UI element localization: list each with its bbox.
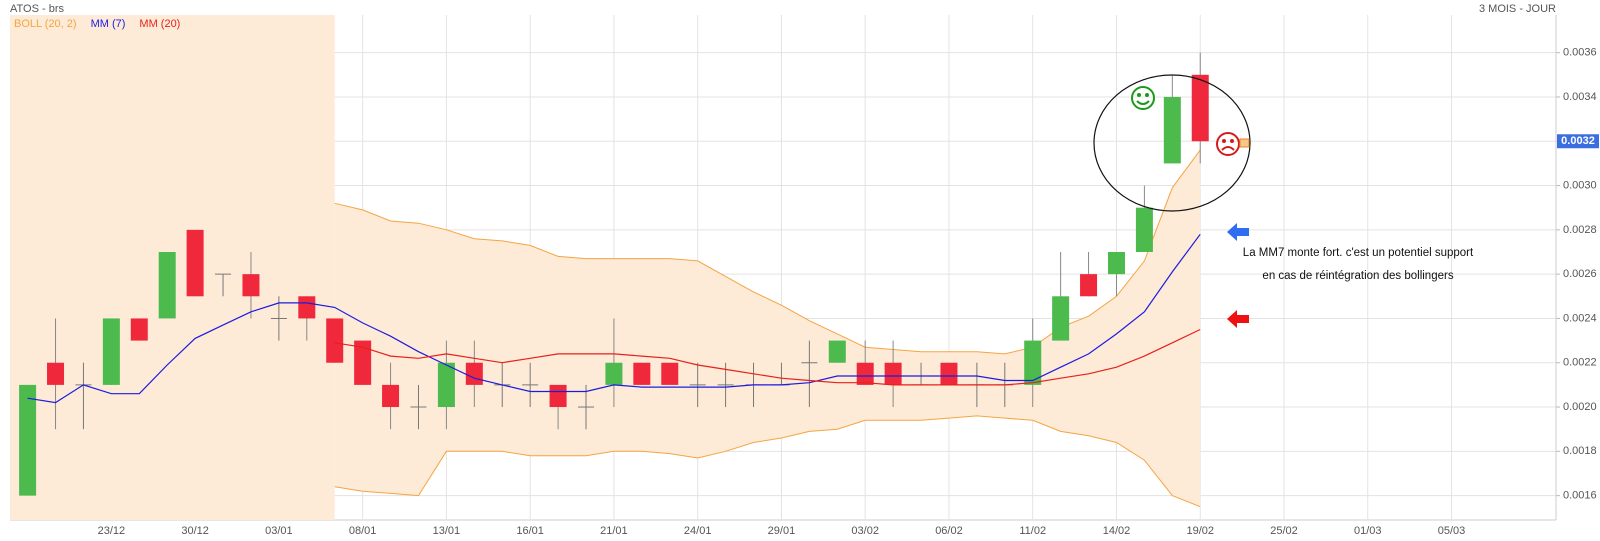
x-tick-label: 03/01 xyxy=(265,525,293,537)
legend-entry: MM (7) xyxy=(91,18,126,30)
y-tick-label: 0.0030 xyxy=(1563,179,1597,191)
x-tick-label: 06/02 xyxy=(935,525,963,537)
candle-body xyxy=(856,362,874,385)
y-tick-label: 0.0016 xyxy=(1563,490,1597,502)
x-tick-label: 05/03 xyxy=(1438,525,1466,537)
chart-title: ATOS - brs xyxy=(10,3,64,15)
x-tick-label: 08/01 xyxy=(349,525,377,537)
y-tick-label: 0.0020 xyxy=(1563,401,1597,413)
x-tick-label: 29/01 xyxy=(768,525,796,537)
candle-body xyxy=(1052,296,1070,341)
candle-body xyxy=(382,384,400,408)
y-tick-label: 0.0024 xyxy=(1563,312,1597,324)
x-tick-label: 25/02 xyxy=(1270,525,1298,537)
candle-body xyxy=(884,362,902,385)
highlight-ellipse xyxy=(1093,74,1251,212)
marker-box xyxy=(1239,138,1250,148)
candle-body xyxy=(828,340,846,363)
annotation: La MM7 monte fort. c'est un potentiel su… xyxy=(1243,247,1474,259)
candle-body xyxy=(354,340,372,385)
annotation: en cas de réintégration des bollingers xyxy=(1262,270,1453,282)
sad-face xyxy=(1216,132,1240,156)
candle-body xyxy=(1163,96,1181,164)
candle-body xyxy=(1024,340,1042,385)
candle-body xyxy=(298,296,316,319)
band-lower xyxy=(334,415,1201,508)
moving-average xyxy=(334,328,1201,386)
candle-body xyxy=(940,362,958,385)
legend-entry: BOLL (20, 2) xyxy=(14,18,77,30)
y-tick-label: 0.0018 xyxy=(1563,445,1597,457)
x-tick-label: 24/01 xyxy=(684,525,712,537)
candle-body xyxy=(19,384,37,496)
decorations xyxy=(1093,74,1251,328)
arrow-red xyxy=(1227,310,1249,328)
candle-body xyxy=(326,318,344,363)
candle-body xyxy=(605,362,623,385)
marks-layer xyxy=(19,52,1209,496)
x-tick-label: 19/02 xyxy=(1186,525,1214,537)
candle-body xyxy=(47,362,65,385)
candle-body xyxy=(1080,274,1098,297)
candle-body xyxy=(1135,207,1153,252)
x-tick-label: 30/12 xyxy=(181,525,209,537)
y-tick-label: 0.0036 xyxy=(1563,47,1597,59)
x-tick-label: 11/02 xyxy=(1019,525,1046,537)
candle-body xyxy=(186,229,204,297)
candle-body xyxy=(465,362,483,385)
candle-body xyxy=(242,274,260,297)
candle-body xyxy=(158,251,176,319)
candle-body xyxy=(130,318,148,341)
period-label: 3 MOIS - JOUR xyxy=(1479,3,1556,15)
y-tick-label: 0.0026 xyxy=(1563,268,1597,280)
x-tick-label: 21/01 xyxy=(600,525,628,537)
y-tick-label: 0.0022 xyxy=(1563,357,1597,369)
happy-face xyxy=(1131,86,1155,110)
x-tick-label: 03/02 xyxy=(851,525,879,537)
candle-body xyxy=(437,362,455,408)
last-price-tag xyxy=(1557,134,1599,149)
moving-average xyxy=(27,233,1201,404)
candle-body xyxy=(1107,251,1125,275)
y-tick-label: 0.0034 xyxy=(1563,91,1597,103)
candle-body xyxy=(1191,74,1209,142)
candle-body xyxy=(102,318,120,385)
x-tick-label: 13/01 xyxy=(433,525,461,537)
y-tick-label: 0.0028 xyxy=(1563,224,1597,236)
text-layer: ATOS - brs 3 MOIS - JOUR La MM7 monte fo… xyxy=(10,3,1599,537)
legend-entry: MM (20) xyxy=(139,18,180,30)
candle-body xyxy=(633,362,651,385)
candle-body xyxy=(549,384,567,408)
last-price-label: 0.0032 xyxy=(1561,135,1595,147)
x-tick-label: 23/12 xyxy=(98,525,126,537)
x-tick-label: 14/02 xyxy=(1103,525,1131,537)
band-fill xyxy=(334,150,1201,507)
candle-body xyxy=(661,362,679,385)
x-tick-label: 16/01 xyxy=(516,525,544,537)
x-tick-label: 01/03 xyxy=(1354,525,1382,537)
arrow-blue xyxy=(1227,223,1249,241)
